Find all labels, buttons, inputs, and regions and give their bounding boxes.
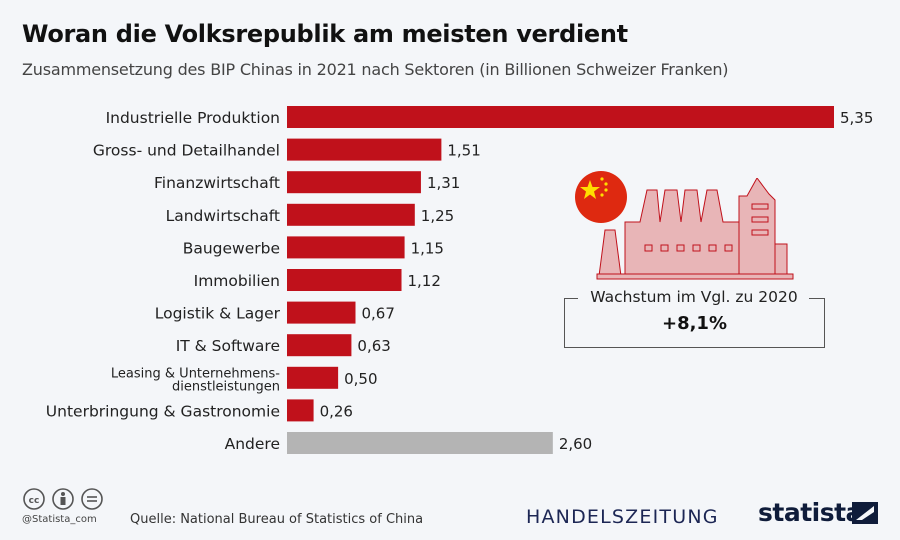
bar: [287, 138, 442, 161]
statista-logo-icon: [852, 502, 878, 524]
statista-handle: @Statista_com: [22, 514, 97, 525]
bar: [287, 432, 553, 454]
category-label: Logistik & Lager: [155, 305, 281, 323]
value-label: 1,25: [421, 207, 454, 225]
svg-text:cc: cc: [29, 496, 40, 506]
bar: [287, 399, 314, 422]
value-label: 1,51: [447, 142, 480, 160]
factory-icon: [596, 178, 794, 280]
nd-icon: [81, 488, 103, 510]
bar-chart: 5,35 Industrielle Produktion 1,51 Gross- un…: [46, 106, 873, 454]
growth-value: +8,1%: [661, 313, 727, 334]
category-label: Andere: [225, 435, 280, 453]
value-label: 0,63: [357, 337, 390, 355]
category-label: Baugewerbe: [183, 239, 280, 257]
bar: [287, 171, 421, 194]
handelszeitung-logo: HANDELSZEITUNG: [526, 506, 719, 528]
value-label: 1,12: [408, 272, 441, 290]
by-icon: [52, 488, 74, 510]
value-label: 1,15: [411, 239, 444, 257]
cc-icon: [23, 488, 45, 510]
growth-callout: [564, 298, 825, 348]
value-label: 0,26: [320, 402, 353, 420]
category-label: Unterbringung & Gastronomie: [46, 402, 280, 420]
category-label: Industrielle Produktion: [106, 109, 280, 127]
category-label: dienstleistungen: [172, 379, 280, 394]
bar: [287, 334, 352, 357]
chart-subtitle: Zusammensetzung des BIP Chinas in 2021 n…: [22, 60, 729, 79]
bar: [287, 203, 415, 226]
statista-logo: statista: [758, 498, 862, 527]
callout-border: [564, 298, 578, 299]
category-label: Gross- und Detailhandel: [93, 142, 280, 160]
bar: [287, 301, 356, 324]
bar: [287, 106, 834, 128]
source-note: Quelle: National Bureau of Statistics of…: [130, 512, 424, 527]
category-label: Landwirtschaft: [166, 207, 280, 225]
bar: [287, 236, 405, 259]
callout-border: [809, 298, 824, 299]
statista-wordmark: statista: [758, 498, 862, 527]
bar: [287, 366, 339, 389]
chart-title: Woran die Volksrepublik am meisten verdi…: [22, 20, 628, 48]
bar: [287, 269, 402, 291]
value-label: 5,35: [840, 109, 873, 127]
category-label: Leasing & Unternehmens-: [111, 366, 280, 381]
china-flag-icon: [575, 171, 627, 223]
value-label: 0,67: [362, 305, 395, 323]
category-label: Immobilien: [194, 272, 280, 290]
growth-label: Wachstum im Vgl. zu 2020: [590, 288, 798, 306]
value-label: 2,60: [559, 435, 592, 453]
value-label: 0,50: [344, 370, 377, 388]
category-label: Finanzwirtschaft: [154, 174, 280, 192]
category-label: IT & Software: [176, 337, 280, 355]
cc-license-icons: cc: [23, 488, 103, 510]
value-label: 1,31: [427, 174, 460, 192]
